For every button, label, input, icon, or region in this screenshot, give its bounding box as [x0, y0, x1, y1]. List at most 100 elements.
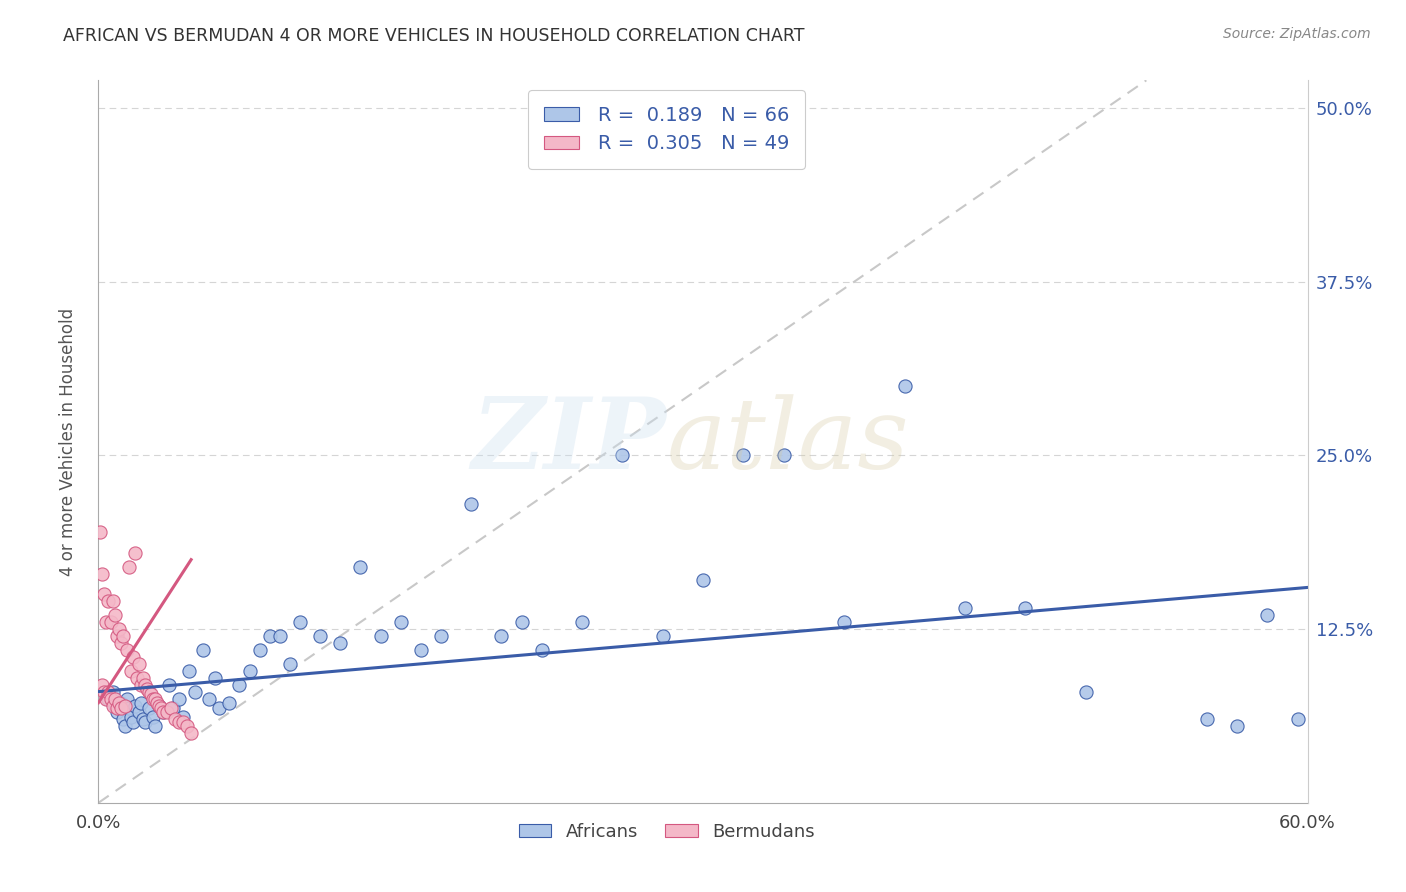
Point: [97, 684, 120, 698]
Point: [162, 701, 184, 715]
Point: [148, 698, 170, 713]
Point: [103, 698, 125, 713]
Point: [118, 701, 141, 715]
Point: [139, 687, 162, 701]
Point: [110, 701, 132, 715]
Point: [143, 719, 166, 733]
Point: [111, 629, 134, 643]
Point: [204, 671, 226, 685]
Point: [105, 701, 128, 715]
Point: [1074, 684, 1097, 698]
Point: [1226, 719, 1249, 733]
Point: [128, 657, 150, 671]
Point: [114, 698, 136, 713]
Point: [91, 566, 114, 581]
Point: [121, 715, 143, 730]
Point: [893, 379, 915, 393]
Point: [120, 664, 142, 678]
Point: [138, 684, 160, 698]
Point: [152, 706, 174, 720]
Point: [172, 715, 194, 730]
Point: [184, 684, 207, 698]
Point: [103, 691, 125, 706]
Point: [692, 574, 714, 588]
Point: [651, 629, 673, 643]
Point: [349, 559, 371, 574]
Point: [124, 698, 146, 713]
Point: [1195, 713, 1218, 727]
Point: [329, 636, 352, 650]
Point: [309, 629, 332, 643]
Point: [103, 608, 125, 623]
Point: [111, 713, 134, 727]
Point: [100, 615, 122, 630]
Point: [100, 691, 122, 706]
Point: [93, 684, 115, 698]
Point: [115, 643, 138, 657]
Point: [389, 615, 412, 630]
Point: [953, 601, 976, 615]
Point: [772, 449, 794, 463]
Point: [1256, 608, 1278, 623]
Point: [571, 615, 593, 630]
Point: [228, 678, 250, 692]
Point: [612, 449, 634, 463]
Point: [510, 615, 533, 630]
Point: [146, 696, 169, 710]
Text: ZIP: ZIP: [472, 393, 666, 490]
Point: [105, 629, 128, 643]
Point: [89, 524, 111, 539]
Point: [115, 691, 138, 706]
Point: [160, 701, 183, 715]
Point: [156, 706, 179, 720]
Point: [96, 615, 118, 630]
Point: [142, 691, 165, 706]
Point: [143, 691, 166, 706]
Point: [107, 696, 129, 710]
Point: [163, 713, 186, 727]
Point: [125, 671, 148, 685]
Point: [259, 629, 281, 643]
Point: [97, 691, 120, 706]
Point: [101, 594, 124, 608]
Point: [93, 587, 115, 601]
Point: [530, 643, 553, 657]
Point: [176, 719, 198, 733]
Point: [152, 706, 174, 720]
Point: [239, 664, 262, 678]
Point: [269, 629, 291, 643]
Point: [129, 696, 152, 710]
Point: [134, 715, 156, 730]
Point: [105, 706, 128, 720]
Point: [101, 684, 124, 698]
Point: [180, 726, 202, 740]
Point: [278, 657, 301, 671]
Point: [157, 678, 180, 692]
Point: [132, 671, 155, 685]
Legend: Africans, Bermudans: Africans, Bermudans: [512, 815, 823, 848]
Point: [1286, 713, 1309, 727]
Point: [91, 678, 114, 692]
Point: [832, 615, 855, 630]
Point: [110, 696, 132, 710]
Point: [129, 678, 152, 692]
Point: [1014, 601, 1036, 615]
Point: [97, 594, 120, 608]
Text: Source: ZipAtlas.com: Source: ZipAtlas.com: [1223, 27, 1371, 41]
Point: [96, 691, 118, 706]
Point: [124, 546, 146, 560]
Point: [135, 681, 157, 696]
Point: [208, 701, 231, 715]
Point: [114, 719, 136, 733]
Point: [120, 709, 142, 723]
Point: [107, 622, 129, 636]
Point: [110, 636, 132, 650]
Point: [179, 664, 201, 678]
Point: [249, 643, 271, 657]
Text: atlas: atlas: [666, 394, 910, 489]
Text: AFRICAN VS BERMUDAN 4 OR MORE VEHICLES IN HOUSEHOLD CORRELATION CHART: AFRICAN VS BERMUDAN 4 OR MORE VEHICLES I…: [63, 27, 804, 45]
Point: [733, 449, 755, 463]
Point: [138, 701, 160, 715]
Point: [118, 559, 141, 574]
Point: [218, 696, 240, 710]
